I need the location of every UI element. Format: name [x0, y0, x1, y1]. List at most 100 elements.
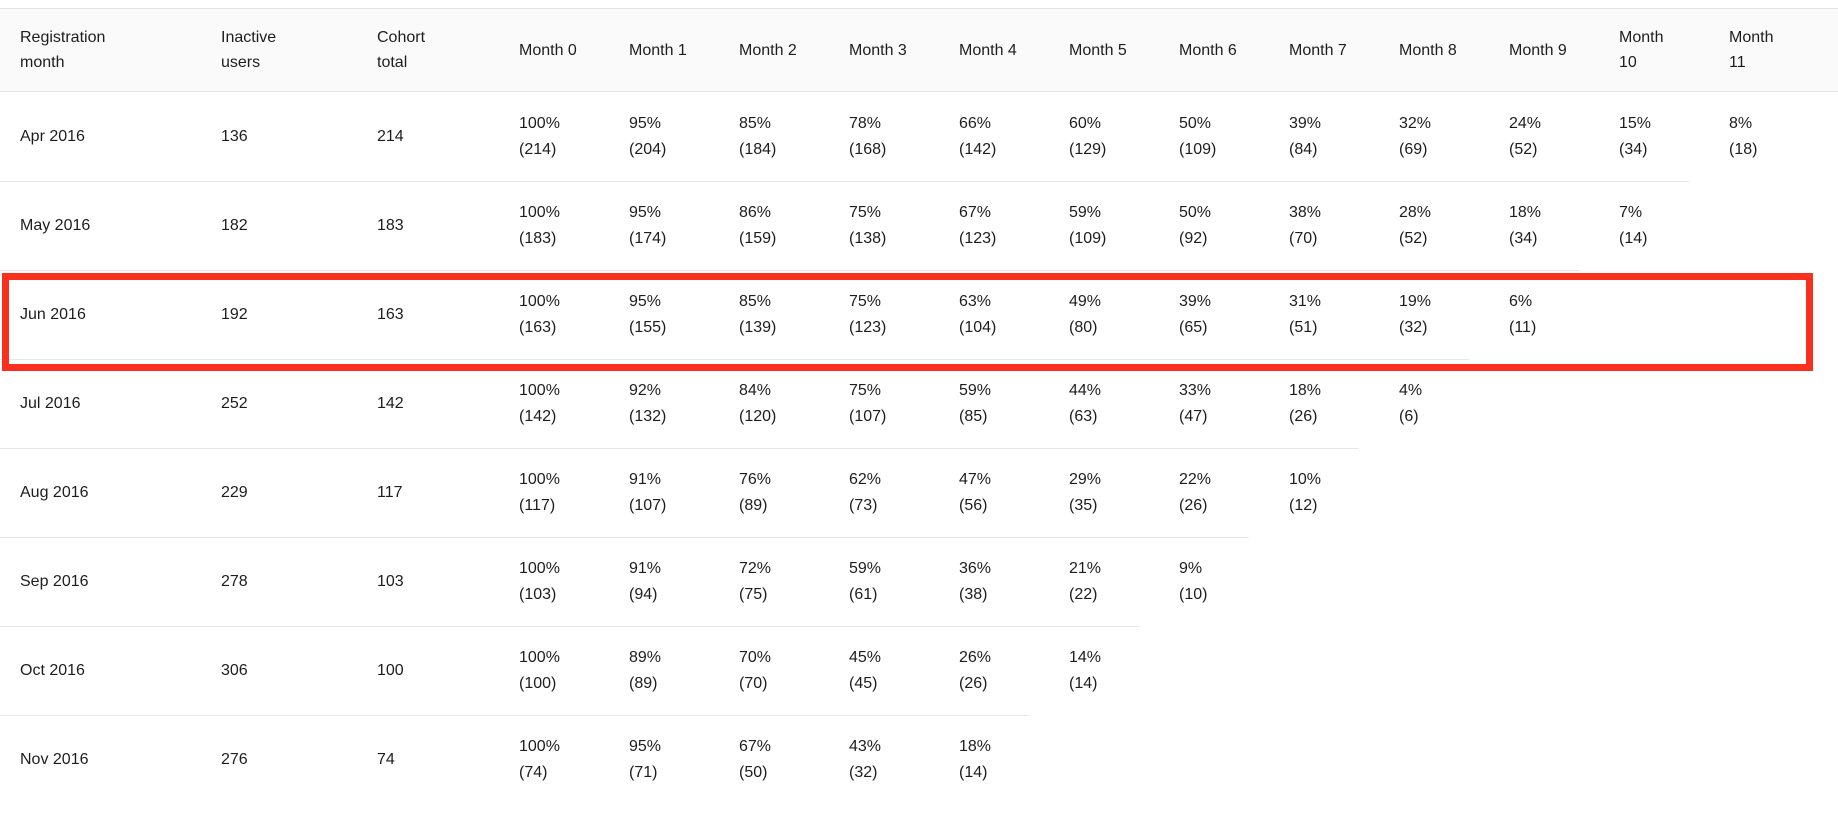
- retention-percent: 75%: [849, 293, 882, 310]
- retention-count: (14): [1069, 675, 1098, 692]
- retention-count: (117): [519, 497, 556, 514]
- table-row: May 2016 182 183 100% (183) 95% (174) 86% (159) 7…: [0, 181, 1689, 270]
- cohort-total-cell: 142: [377, 395, 404, 412]
- retention-count: (50): [739, 764, 768, 781]
- retention-percent: 67%: [959, 204, 992, 221]
- column-header: Month 7: [1289, 38, 1399, 63]
- month-retention-cell: 24% (52): [1509, 111, 1619, 163]
- retention-percent: 19%: [1399, 293, 1432, 310]
- retention-percent: 62%: [849, 471, 882, 488]
- retention-count: (38): [959, 586, 988, 603]
- column-header-label: Cohort total: [377, 29, 426, 71]
- inactive-users-cell: 278: [221, 573, 248, 590]
- column-header: Month 4: [959, 38, 1069, 63]
- month-retention-cell: 50% (109): [1179, 111, 1289, 163]
- month-retention-cell: 67% (50): [739, 734, 849, 786]
- column-header-label: Month 1: [629, 41, 687, 59]
- table-row: Jul 2016 252 142 100% (142) 92% (132) 84% (120) 7…: [0, 359, 1469, 448]
- retention-percent: 22%: [1179, 471, 1212, 488]
- retention-percent: 100%: [519, 471, 560, 488]
- month-retention-cell: 29% (35): [1069, 467, 1179, 519]
- retention-count: (32): [1399, 319, 1428, 336]
- month-retention-cell: 59% (85): [959, 378, 1069, 430]
- retention-percent: 91%: [629, 471, 662, 488]
- table-header-row: Registration month Inactive users Cohort t…: [0, 8, 1838, 92]
- retention-percent: 47%: [959, 471, 992, 488]
- retention-count: (80): [1069, 319, 1098, 336]
- column-header-label: Month 0: [519, 41, 577, 59]
- retention-percent: 6%: [1509, 293, 1533, 310]
- month-retention-cell: 92% (132): [629, 378, 739, 430]
- month-retention-cell: 100% (183): [519, 200, 629, 252]
- month-retention-cell: 18% (26): [1289, 378, 1399, 430]
- retention-count: (6): [1399, 408, 1419, 425]
- inactive-users-cell: 136: [221, 127, 248, 145]
- month-retention-cell: 45% (45): [849, 645, 959, 697]
- registration-month-cell: Jun 2016: [20, 306, 86, 323]
- column-header: Month 11: [1729, 25, 1838, 75]
- month-retention-cell: 28% (52): [1399, 200, 1509, 252]
- retention-count: (71): [629, 764, 658, 781]
- month-retention-cell: 100% (103): [519, 556, 629, 608]
- retention-percent: 50%: [1179, 114, 1212, 132]
- month-retention-cell: 33% (47): [1179, 378, 1289, 430]
- month-retention-cell: 100% (100): [519, 645, 629, 697]
- retention-count: (204): [629, 140, 667, 158]
- registration-month-cell: Apr 2016: [20, 127, 85, 145]
- retention-count: (12): [1289, 497, 1318, 514]
- month-retention-cell: 26% (26): [959, 645, 1069, 697]
- registration-month-cell: Aug 2016: [20, 484, 89, 501]
- retention-percent: 100%: [519, 293, 560, 310]
- registration-month-cell: May 2016: [20, 217, 91, 234]
- retention-count: (65): [1179, 319, 1208, 336]
- month-retention-cell: 95% (174): [629, 200, 739, 252]
- retention-count: (107): [849, 408, 887, 425]
- month-retention-cell: 95% (204): [629, 111, 739, 163]
- retention-count: (56): [959, 497, 988, 514]
- month-retention-cell: 95% (71): [629, 734, 739, 786]
- retention-percent: 29%: [1069, 471, 1102, 488]
- month-retention-cell: 39% (84): [1289, 111, 1399, 163]
- retention-count: (184): [739, 140, 777, 158]
- month-retention-cell: 7% (14): [1619, 200, 1689, 252]
- retention-count: (142): [959, 140, 997, 158]
- column-header: Month 6: [1179, 38, 1289, 63]
- month-retention-cell: 31% (51): [1289, 289, 1399, 341]
- retention-percent: 50%: [1179, 204, 1212, 221]
- cohort-total-cell: 163: [377, 306, 404, 323]
- retention-percent: 67%: [739, 738, 772, 755]
- month-retention-cell: 8% (18): [1729, 111, 1799, 163]
- month-retention-cell: 84% (120): [739, 378, 849, 430]
- retention-percent: 7%: [1619, 204, 1643, 221]
- retention-percent: 95%: [629, 114, 662, 132]
- retention-percent: 78%: [849, 114, 882, 132]
- retention-count: (123): [849, 319, 887, 336]
- retention-percent: 28%: [1399, 204, 1432, 221]
- cohort-total-cell: 103: [377, 573, 404, 590]
- column-header-label: Month 7: [1289, 41, 1347, 59]
- inactive-users-cell: 192: [221, 306, 248, 323]
- table-row: Nov 2016 276 74 100% (74) 95% (71) 67% (50) 43% (3…: [0, 715, 1029, 804]
- month-retention-cell: 44% (63): [1069, 378, 1179, 430]
- retention-percent: 18%: [1509, 204, 1542, 221]
- retention-count: (69): [1399, 140, 1428, 158]
- retention-count: (109): [1179, 140, 1217, 158]
- column-header-label: Month 6: [1179, 41, 1237, 59]
- retention-percent: 100%: [519, 114, 560, 132]
- retention-count: (94): [629, 586, 658, 603]
- retention-percent: 39%: [1179, 293, 1212, 310]
- retention-count: (138): [849, 230, 887, 247]
- column-header: Cohort total: [377, 25, 519, 75]
- retention-percent: 85%: [739, 114, 772, 132]
- retention-count: (104): [959, 319, 997, 336]
- retention-count: (75): [739, 586, 768, 603]
- retention-percent: 59%: [849, 560, 882, 577]
- column-header: Month 10: [1619, 25, 1729, 75]
- month-retention-cell: 62% (73): [849, 467, 959, 519]
- retention-percent: 44%: [1069, 382, 1102, 399]
- retention-percent: 18%: [1289, 382, 1322, 399]
- retention-count: (70): [1289, 230, 1318, 247]
- table-row: Oct 2016 306 100 100% (100) 89% (89) 70% (70) 45%…: [0, 626, 1139, 715]
- month-retention-cell: 59% (61): [849, 556, 959, 608]
- retention-count: (168): [849, 140, 887, 158]
